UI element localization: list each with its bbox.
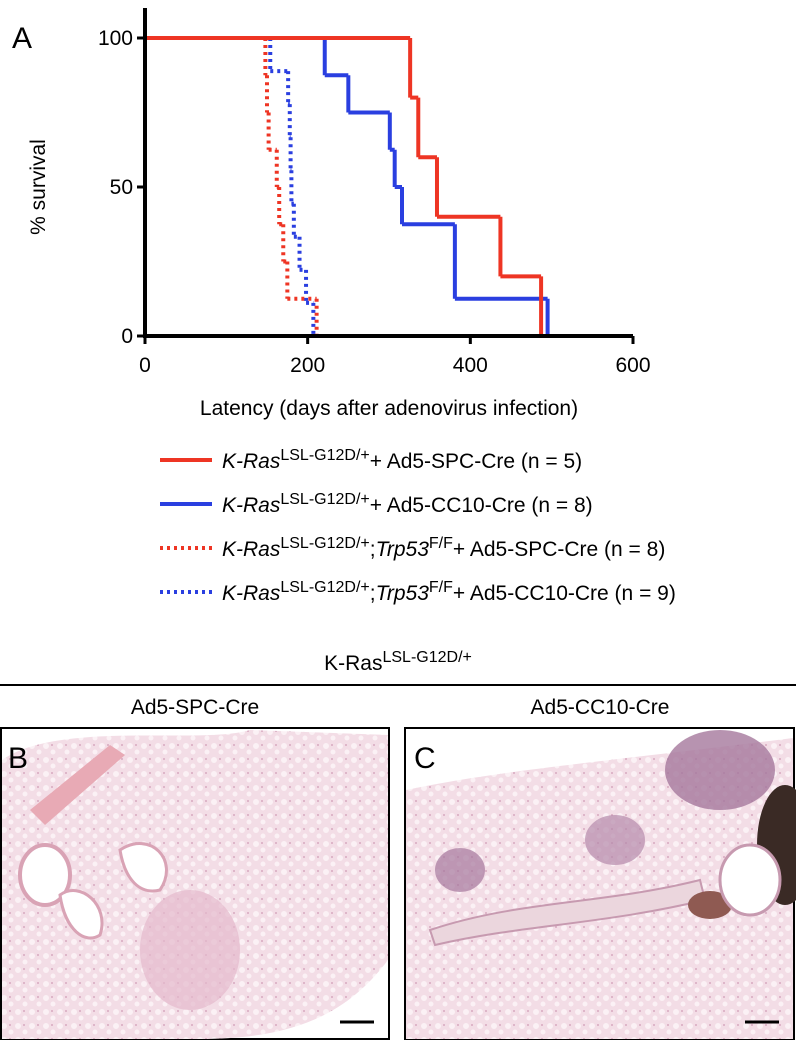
y-tick-label: 0 bbox=[121, 325, 133, 348]
panel-caption: Ad5-SPC-Cre bbox=[131, 696, 259, 719]
legend-entry: K-RasLSL-G12D/++ Ad5-SPC-Cre (n = 5) bbox=[222, 447, 582, 473]
text-part: LSL-G12D/+ bbox=[382, 649, 471, 666]
text-part: LSL-G12D/+ bbox=[280, 579, 369, 596]
text-part: K-Ras bbox=[222, 538, 281, 561]
text-part: LSL-G12D/+ bbox=[280, 447, 369, 464]
legend-entry: K-RasLSL-G12D/++ Ad5-CC10-Cre (n = 8) bbox=[222, 491, 593, 517]
panel-label: A bbox=[12, 22, 32, 55]
text-part: + Ad5-SPC-Cre (n = 5) bbox=[370, 450, 582, 473]
y-axis-title: % survival bbox=[27, 139, 50, 235]
text-part: K-Ras bbox=[222, 582, 281, 605]
legend-entry: K-RasLSL-G12D/+;Trp53F/F+ Ad5-SPC-Cre (n… bbox=[222, 535, 665, 561]
text-part: K-Ras bbox=[222, 494, 281, 517]
text-part: + Ad5-SPC-Cre (n = 8) bbox=[453, 538, 665, 561]
histology-panel-c bbox=[404, 727, 796, 1040]
text-part: K-Ras bbox=[324, 652, 382, 675]
x-tick-label: 200 bbox=[290, 354, 325, 377]
text-part: F/F bbox=[429, 535, 453, 552]
x-tick-label: 600 bbox=[615, 354, 650, 377]
text-part: LSL-G12D/+ bbox=[280, 535, 369, 552]
y-tick-label: 100 bbox=[98, 27, 133, 50]
x-tick-label: 400 bbox=[453, 354, 488, 377]
text-part: Trp53 bbox=[376, 538, 430, 561]
text-part: ; bbox=[370, 582, 376, 605]
text-part: LSL-G12D/+ bbox=[280, 491, 369, 508]
histology-header: K-RasLSL-G12D/+ bbox=[324, 649, 472, 675]
y-tick-label: 50 bbox=[110, 176, 133, 199]
panel-caption: Ad5-CC10-Cre bbox=[531, 696, 670, 719]
text-part: F/F bbox=[429, 579, 453, 596]
text-part: Trp53 bbox=[376, 582, 430, 605]
text-part: ; bbox=[370, 538, 376, 561]
legend-entry: K-RasLSL-G12D/+;Trp53F/F+ Ad5-CC10-Cre (… bbox=[222, 579, 676, 605]
histology-panel-b bbox=[0, 727, 390, 1040]
panel-label: B bbox=[8, 742, 28, 775]
x-tick-label: 0 bbox=[139, 354, 151, 377]
x-axis-title: Latency (days after adenovirus infection… bbox=[200, 397, 578, 420]
text-part: K-Ras bbox=[222, 450, 281, 473]
panel-label: C bbox=[414, 742, 436, 775]
text-part: + Ad5-CC10-Cre (n = 9) bbox=[453, 582, 676, 605]
text-part: + Ad5-CC10-Cre (n = 8) bbox=[370, 494, 593, 517]
survival-chart: 0 50 100 0 200 400 600 Latency (days after aden… bbox=[27, 8, 676, 605]
